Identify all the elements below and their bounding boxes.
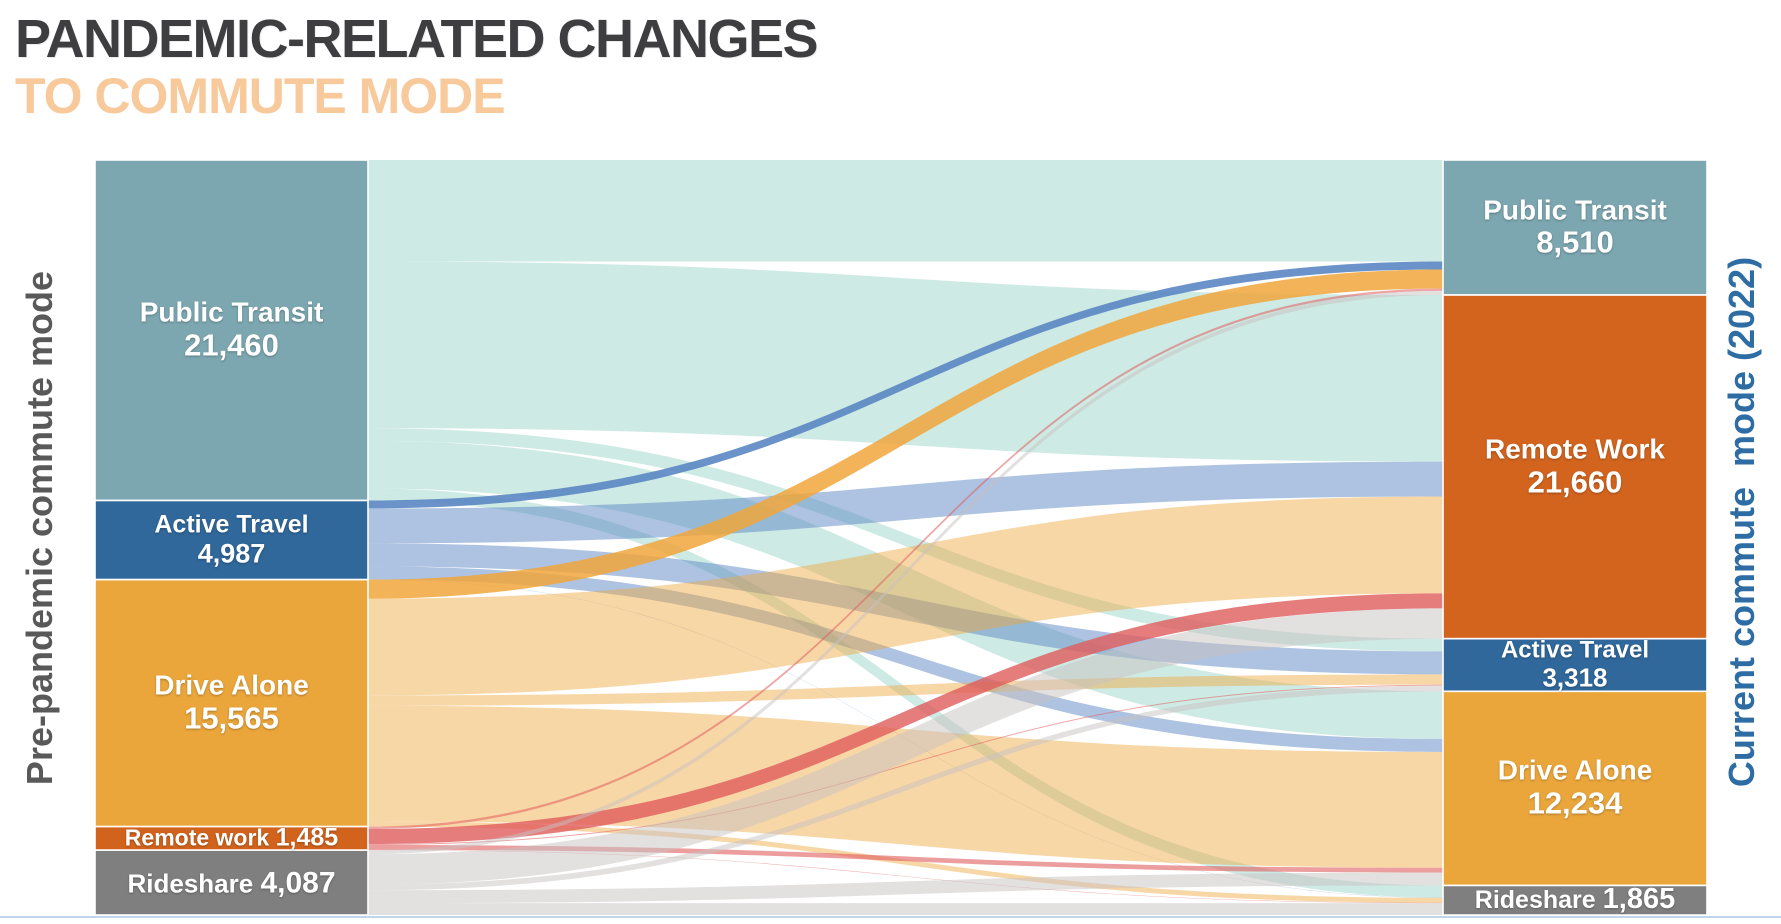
link-pre-active-travel-to-cur-public-transit <box>368 261 1443 509</box>
chart-title: PANDEMIC-RELATED CHANGES <box>15 9 819 69</box>
node-pre-drive-alone <box>94 578 369 828</box>
sankey-nodes <box>94 159 1708 916</box>
link-pre-public-transit-to-cur-rideshare <box>368 488 1443 898</box>
link-pre-drive-alone-to-cur-active-travel <box>368 674 1443 706</box>
link-pre-rideshare-to-cur-remote-work <box>368 608 1443 885</box>
link-pre-remote-work-to-cur-active-travel <box>368 684 1443 845</box>
node-cur-remote-work <box>1442 294 1708 640</box>
link-pre-public-transit-to-cur-active-travel <box>368 428 1443 652</box>
link-pre-public-transit-to-cur-public-transit <box>368 160 1443 262</box>
link-pre-active-travel-to-cur-remote-work <box>368 461 1443 544</box>
node-pre-rideshare <box>94 849 369 916</box>
bottom-divider-line <box>0 916 1781 918</box>
node-pre-public-transit <box>94 159 369 502</box>
node-cur-public-transit <box>1442 159 1708 296</box>
link-pre-drive-alone-to-cur-public-transit <box>368 269 1443 599</box>
chart-subtitle: TO COMMUTE MODE <box>15 68 506 125</box>
node-cur-drive-alone <box>1442 690 1708 887</box>
link-pre-remote-work-to-cur-public-transit <box>368 288 1443 829</box>
node-cur-rideshare <box>1442 884 1708 916</box>
link-pre-rideshare-to-cur-public-transit <box>368 290 1443 855</box>
link-pre-active-travel-to-cur-drive-alone <box>368 566 1443 752</box>
link-pre-rideshare-to-cur-rideshare <box>368 903 1443 915</box>
link-pre-rideshare-to-cur-active-travel <box>368 685 1443 891</box>
node-pre-active-travel <box>94 499 369 581</box>
chart-header: PANDEMIC-RELATED CHANGES TO COMMUTE MODE <box>15 9 819 125</box>
node-pre-remote-work <box>94 825 369 851</box>
link-pre-remote-work-to-cur-remote-work <box>368 593 1443 845</box>
link-pre-public-transit-to-cur-drive-alone <box>368 440 1443 739</box>
sankey-links <box>368 160 1443 915</box>
link-pre-drive-alone-to-cur-remote-work <box>368 496 1443 696</box>
node-cur-active-travel <box>1442 637 1708 693</box>
link-pre-rideshare-to-cur-drive-alone <box>368 872 1443 904</box>
link-pre-drive-alone-to-cur-rideshare <box>368 821 1443 903</box>
link-pre-remote-work-to-cur-rideshare <box>368 849 1443 904</box>
